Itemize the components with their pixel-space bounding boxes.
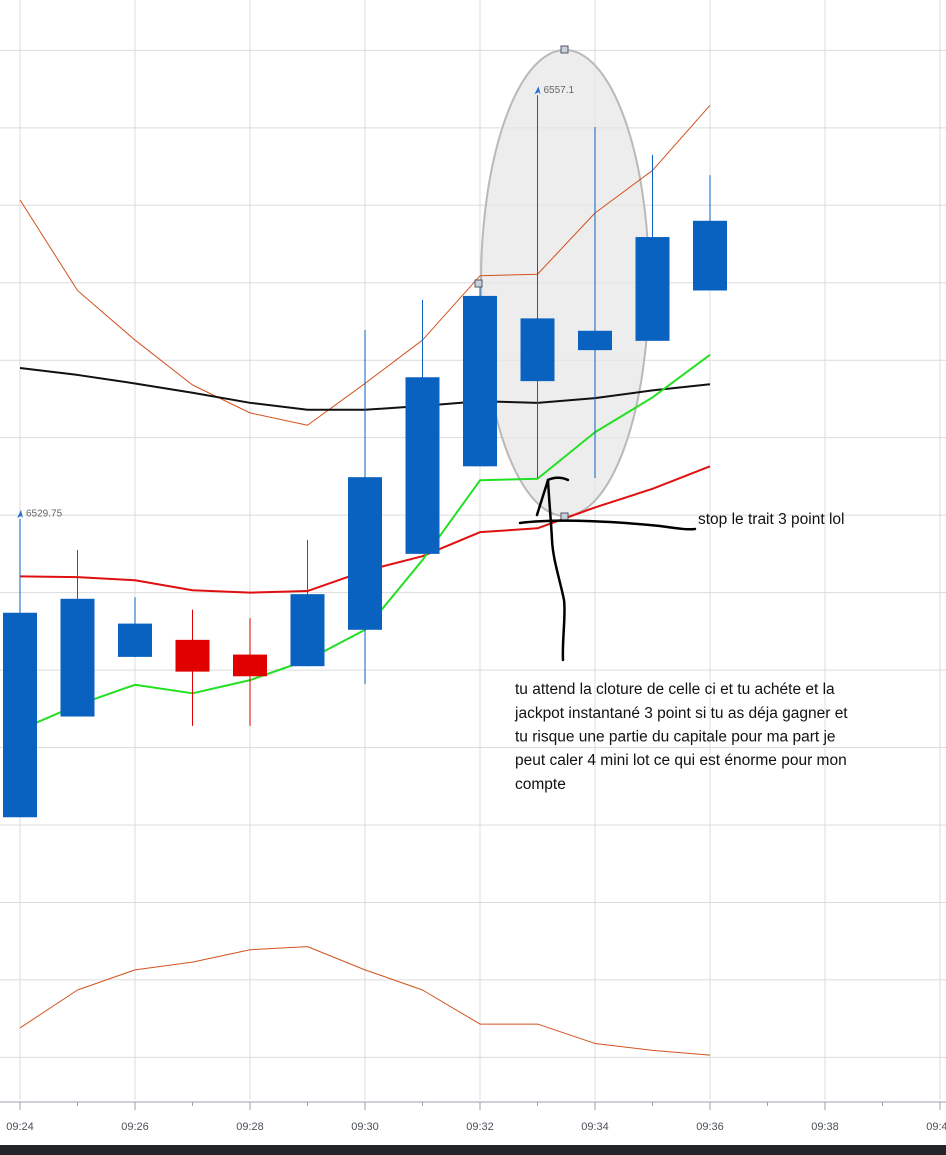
candle-body bbox=[578, 330, 612, 351]
window-edge bbox=[0, 1145, 946, 1155]
x-axis: 09:24 09:26 09:28 09:30 09:32 09:34 09:36 09:38… bbox=[0, 1100, 946, 1145]
label-arrow bbox=[17, 510, 23, 519]
indicator-line bbox=[19, 946, 711, 1056]
x-tick-label: 09:32 bbox=[466, 1121, 494, 1133]
axis-background bbox=[0, 1100, 946, 1145]
stop-line bbox=[518, 519, 697, 531]
x-tick-label: 09:34 bbox=[581, 1121, 609, 1133]
arrow-head bbox=[535, 478, 550, 517]
candle-body bbox=[290, 594, 325, 667]
highlight-ellipse bbox=[480, 49, 650, 517]
candle-body bbox=[233, 654, 267, 677]
x-tick-label: 09:24 bbox=[6, 1121, 34, 1133]
candle-body bbox=[693, 220, 727, 291]
high-value-label: 6557.1 bbox=[544, 85, 575, 96]
x-tick-label: 09:38 bbox=[811, 1121, 839, 1133]
candle-body bbox=[60, 598, 95, 717]
ellipse-handle bbox=[560, 45, 569, 54]
ellipse-handle bbox=[474, 279, 483, 288]
candle-body bbox=[348, 477, 382, 630]
x-tick-label: 09:28 bbox=[236, 1121, 264, 1133]
annotation-text: jackpot instantané 3 point si tu as déja… bbox=[514, 705, 848, 722]
arrow-head bbox=[546, 476, 570, 482]
annotation-text: compte bbox=[515, 776, 566, 793]
candle-body bbox=[635, 237, 670, 341]
plot-background bbox=[0, 0, 946, 1100]
arrow-shaft bbox=[546, 478, 566, 662]
annotation-text: peut caler 4 mini lot ce qui est énorme … bbox=[515, 752, 847, 769]
label-arrow bbox=[534, 86, 541, 95]
x-tick-label: 09:30 bbox=[351, 1121, 379, 1133]
hand-drawn-arrow bbox=[518, 476, 697, 662]
candle-body bbox=[118, 623, 152, 657]
high-value-label: 6529.75 bbox=[26, 509, 63, 520]
annotation-text: tu risque une partie du capitale pour ma… bbox=[515, 728, 836, 745]
x-tick-label: 09:26 bbox=[121, 1121, 149, 1133]
annotation-text: tu attend la cloture de celle ci et tu a… bbox=[515, 681, 835, 698]
annotation-text: stop le trait 3 point lol bbox=[698, 511, 844, 528]
text-layer: 6529.75 6557.1 stop le trait 3 point lol tu… bbox=[17, 85, 848, 793]
candle-body bbox=[175, 639, 210, 672]
x-tick-label: 09:36 bbox=[696, 1121, 724, 1133]
candle-body bbox=[405, 377, 440, 554]
x-tick-label: 09:40 bbox=[926, 1121, 946, 1133]
candle-layer bbox=[3, 95, 727, 818]
candle-body bbox=[520, 318, 555, 382]
ellipse-handle bbox=[560, 512, 569, 521]
candle-body bbox=[3, 612, 37, 818]
candle-body bbox=[463, 295, 497, 467]
